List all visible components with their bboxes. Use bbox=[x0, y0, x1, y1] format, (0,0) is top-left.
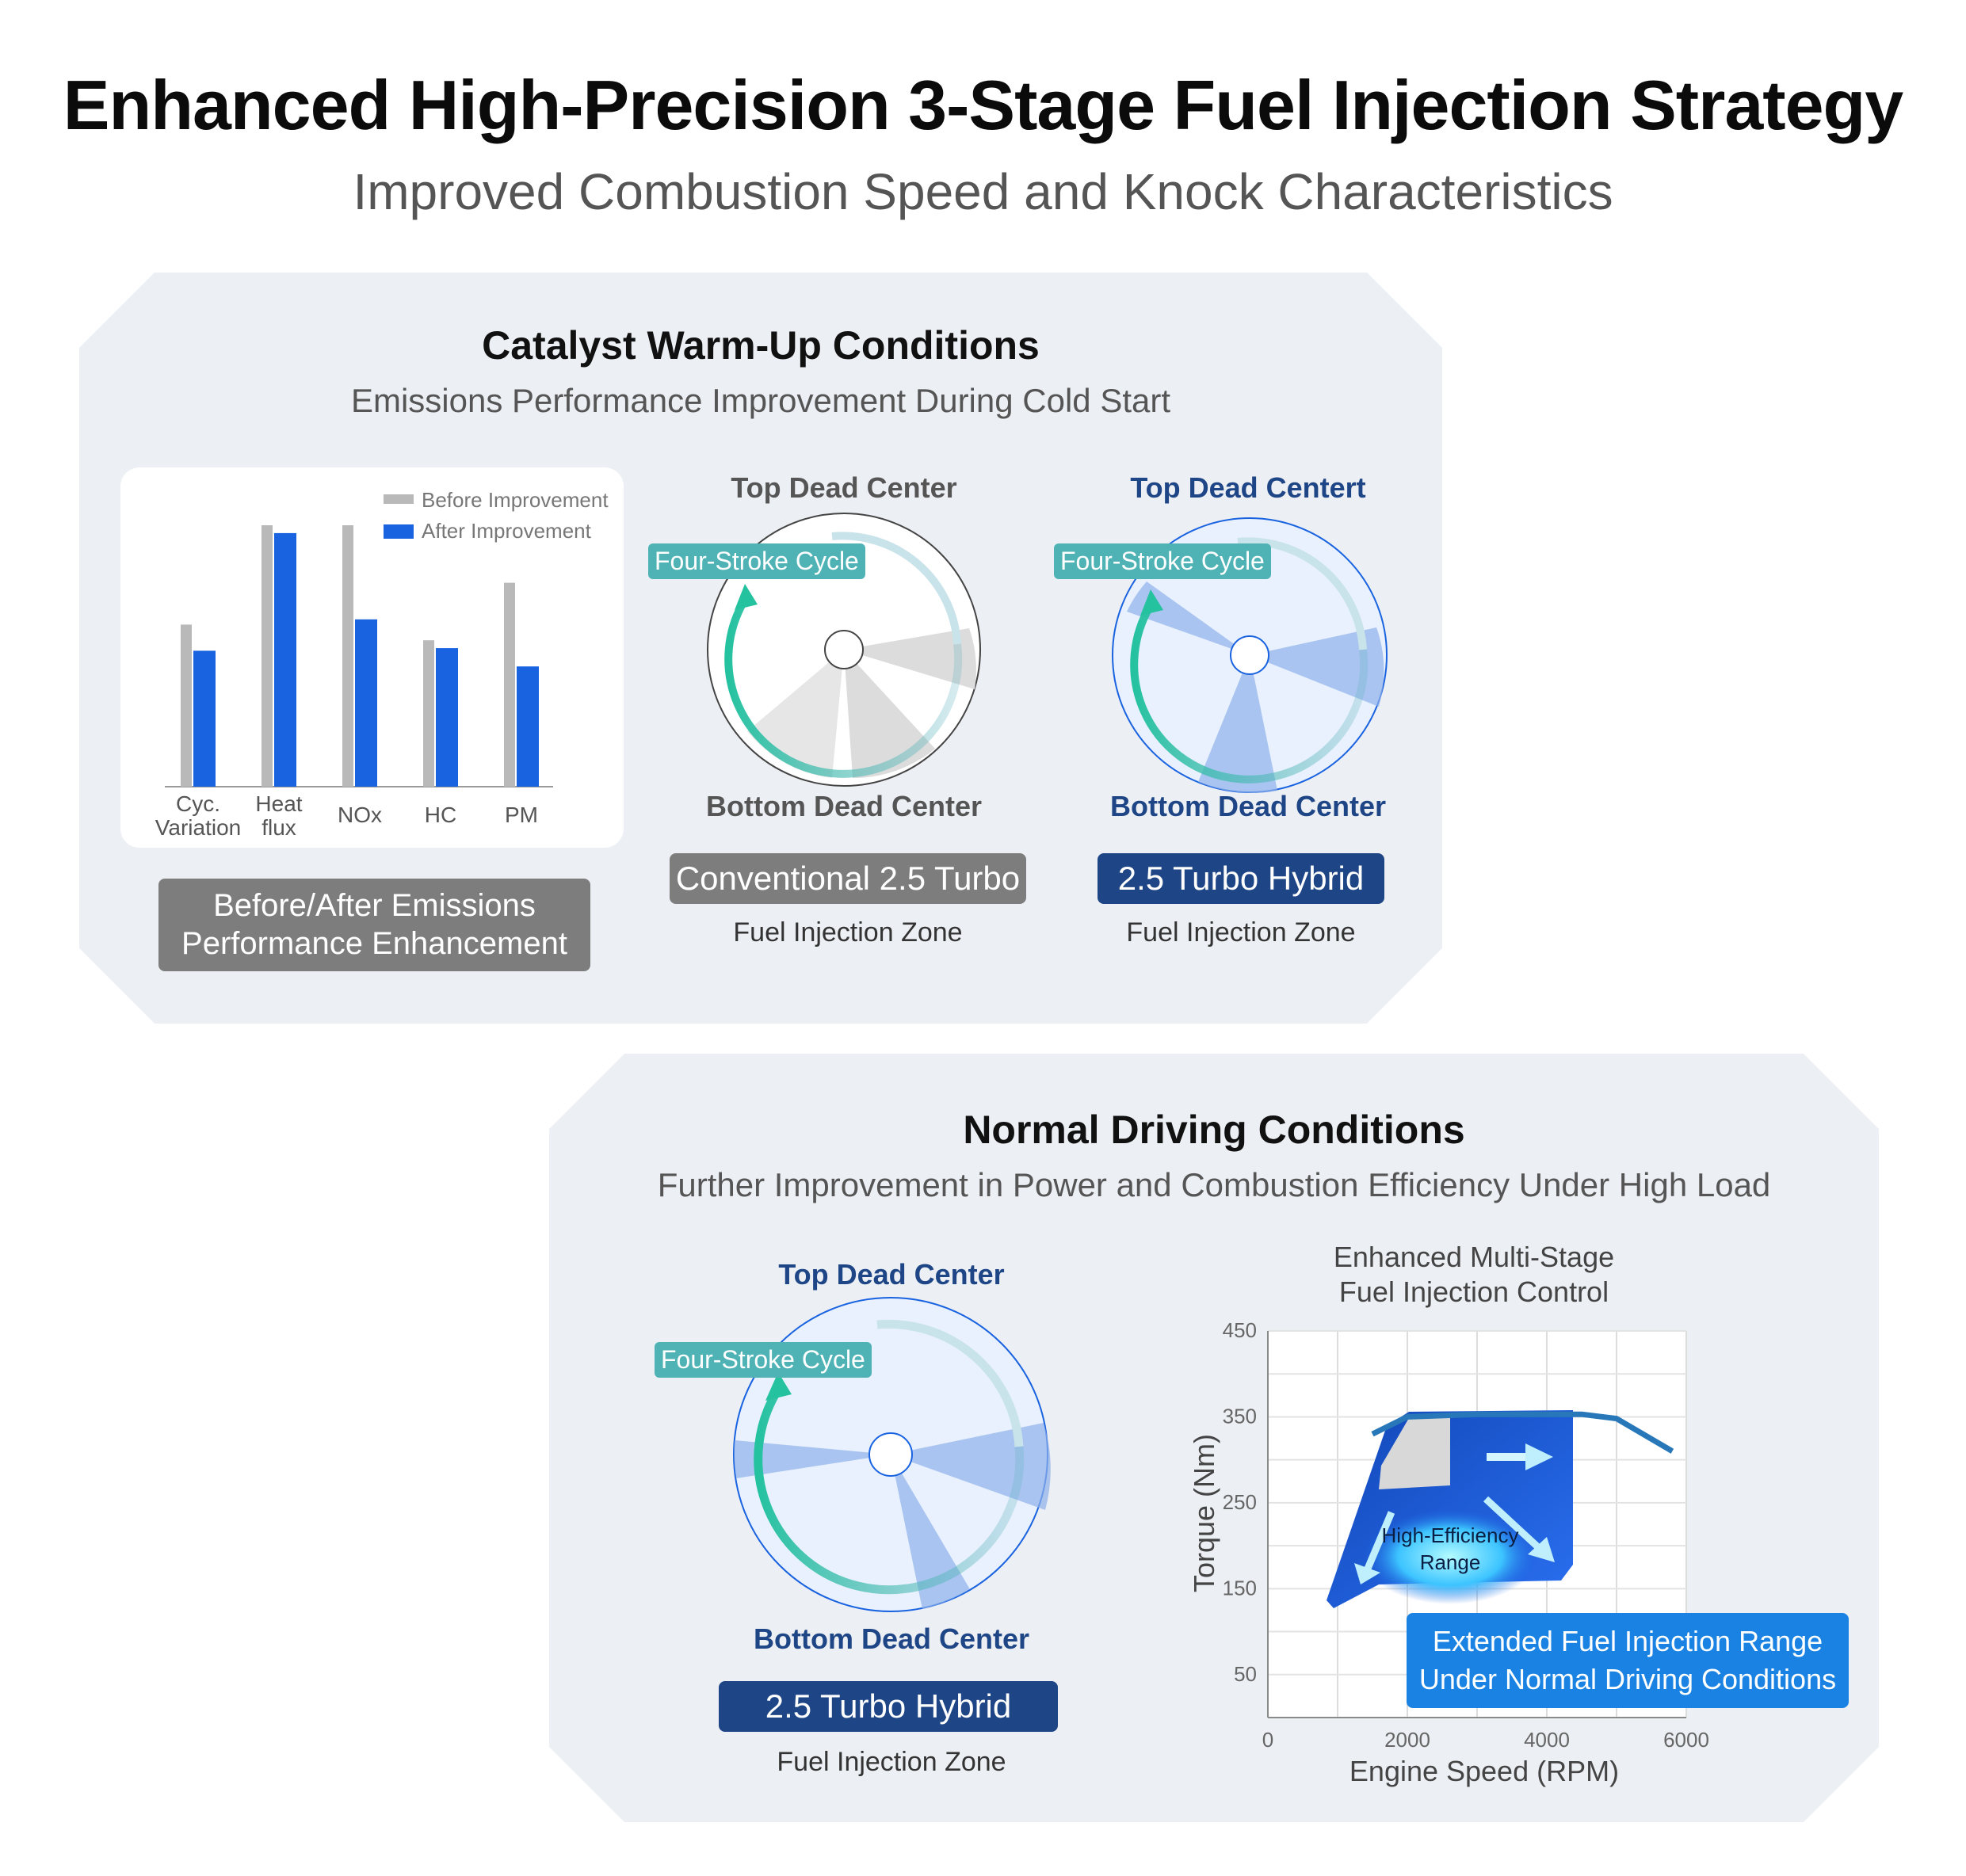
emissions-badge-line2: Performance Enhancement bbox=[181, 926, 567, 961]
normal-cycle-arc bbox=[754, 1387, 1025, 1595]
callout-line2: Under Normal Driving Conditions bbox=[1418, 1663, 1837, 1695]
normal-bottom-label: Bottom Dead Center bbox=[753, 1622, 1030, 1655]
emissions-badge-line1: Before/After Emissions bbox=[213, 888, 536, 923]
hyb-zone-label: Fuel Injection Zone bbox=[1126, 917, 1356, 948]
conv-bottom-label: Bottom Dead Center bbox=[705, 790, 983, 822]
hyb-injection-zone-2 bbox=[1250, 627, 1384, 707]
normal-title: Normal Driving Conditions bbox=[963, 1108, 1465, 1152]
callout-line1: Extended Fuel Injection Range bbox=[1432, 1625, 1823, 1657]
extended-range-callout: Extended Fuel Injection Range Under Norm… bbox=[1407, 1613, 1849, 1708]
hyb-cycle-pill: Four-Stroke Cycle bbox=[1054, 543, 1271, 579]
catalyst-title: Catalyst Warm-Up Conditions bbox=[482, 323, 1040, 368]
normal-zone-label: Fuel Injection Zone bbox=[777, 1747, 1006, 1777]
normal-model-badge: 2.5 Turbo Hybrid bbox=[719, 1681, 1058, 1732]
normal-injection-zone-1 bbox=[734, 1440, 891, 1478]
hyb-injection-zone-1 bbox=[1127, 581, 1250, 655]
normal-subtitle: Further Improvement in Power and Combust… bbox=[657, 1166, 1771, 1203]
conv-zone-label: Fuel Injection Zone bbox=[733, 917, 963, 948]
main-title: Enhanced High-Precision 3-Stage Fuel Inj… bbox=[63, 66, 1903, 144]
torque-chart-title-line1: Enhanced Multi-Stage bbox=[1333, 1241, 1615, 1273]
conv-hub bbox=[824, 630, 864, 669]
hyb-cycle-arc bbox=[1130, 603, 1369, 784]
normal-cycle-pill: Four-Stroke Cycle bbox=[655, 1342, 872, 1378]
conv-cycle-arc-top bbox=[831, 532, 961, 645]
hyb-model-badge: 2.5 Turbo Hybrid bbox=[1098, 853, 1384, 904]
conv-cycle-arrowhead bbox=[735, 584, 758, 610]
conv-cycle-pill: Four-Stroke Cycle bbox=[648, 543, 865, 579]
conv-cycle-arc bbox=[724, 597, 963, 778]
catalyst-subtitle: Emissions Performance Improvement During… bbox=[350, 382, 1171, 419]
torque-chart-title: Enhanced Multi-Stage Fuel Injection Cont… bbox=[1276, 1240, 1672, 1310]
hyb-bottom-label: Bottom Dead Center bbox=[1109, 790, 1387, 822]
hyb-hub bbox=[1230, 635, 1269, 675]
normal-hub bbox=[868, 1432, 913, 1477]
normal-injection-zone-2 bbox=[891, 1423, 1051, 1510]
conv-model-badge: Conventional 2.5 Turbo bbox=[670, 853, 1026, 904]
conv-top-label: Top Dead Center bbox=[731, 471, 957, 504]
conv-injection-zone-1 bbox=[844, 628, 976, 689]
main-subtitle: Improved Combustion Speed and Knock Char… bbox=[353, 163, 1613, 220]
hyb-top-label: Top Dead Centert bbox=[1130, 471, 1366, 504]
emissions-badge: Before/After Emissions Performance Enhan… bbox=[158, 879, 590, 971]
hyb-injection-zone-3 bbox=[1198, 655, 1277, 793]
normal-top-label: Top Dead Center bbox=[778, 1258, 1005, 1291]
emissions-chart-card bbox=[120, 467, 624, 848]
conventional-cycle-diagram bbox=[707, 513, 981, 787]
hybrid-cycle-diagram bbox=[1112, 517, 1388, 793]
torque-chart-title-line2: Fuel Injection Control bbox=[1338, 1275, 1609, 1308]
